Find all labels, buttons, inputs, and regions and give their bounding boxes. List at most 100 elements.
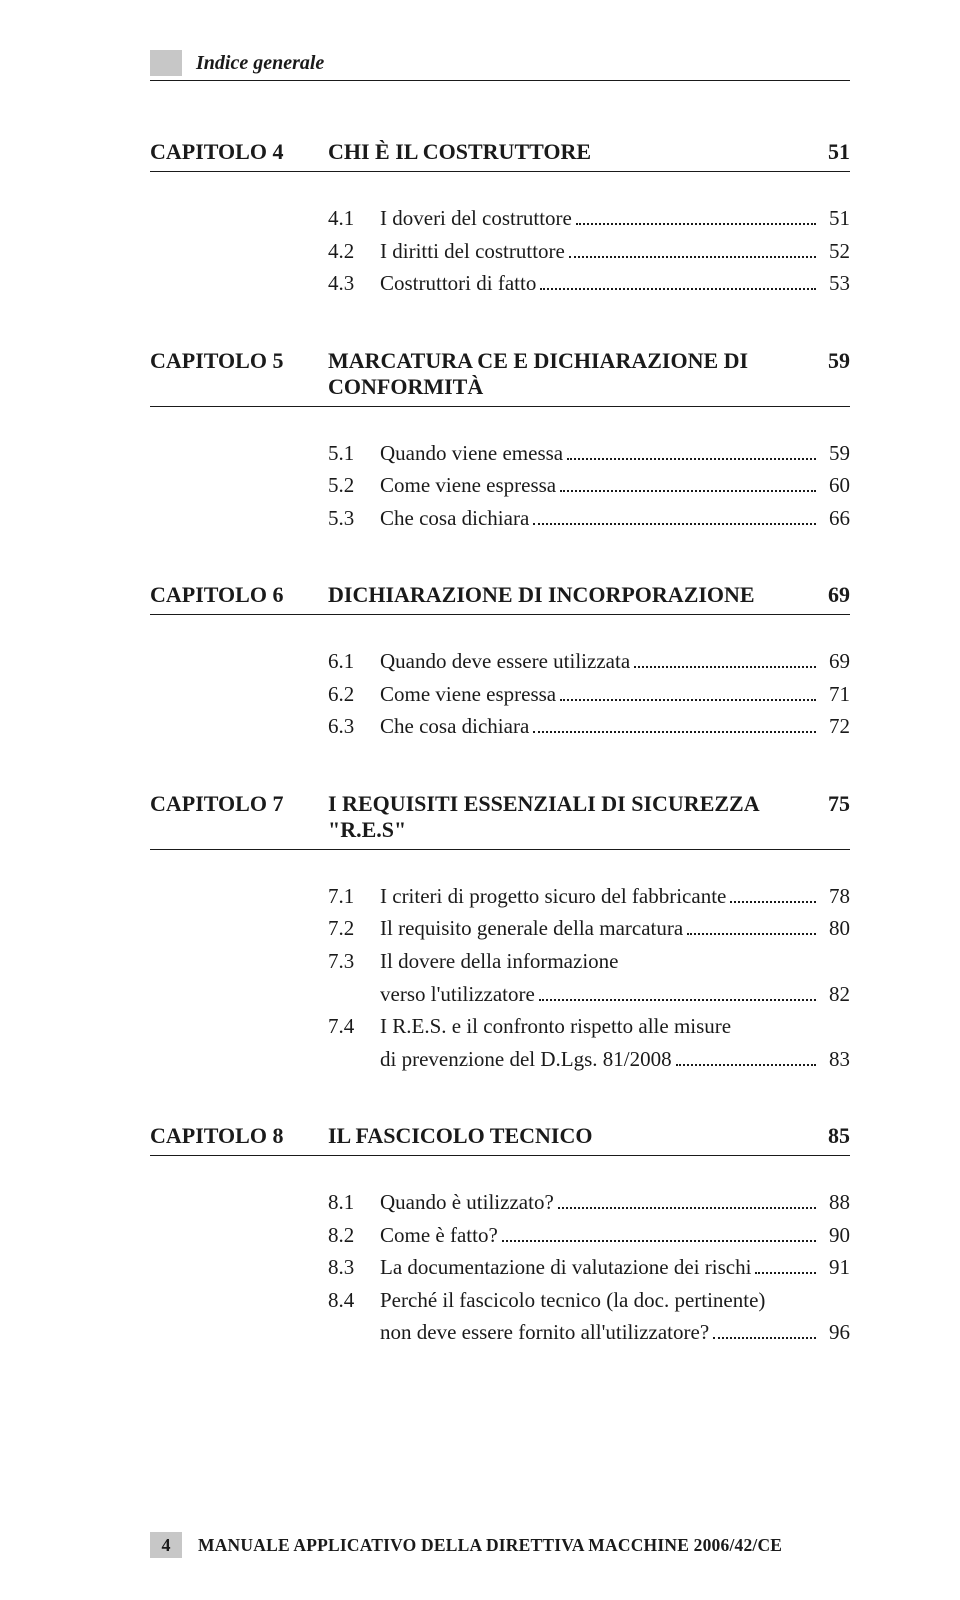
section-page: 90 bbox=[820, 1219, 850, 1252]
section-title: Quando deve essere utilizzata bbox=[380, 645, 630, 678]
section-block: 5.1Quando viene emessa595.2Come viene es… bbox=[150, 437, 850, 535]
page-number: 4 bbox=[162, 1535, 171, 1556]
section-title: Perché il fascicolo tecnico (la doc. per… bbox=[380, 1284, 765, 1317]
section-page: 80 bbox=[820, 912, 850, 945]
leader-dots bbox=[676, 1064, 816, 1066]
chapter-title: CHI È IL COSTRUTTORE bbox=[328, 139, 828, 165]
section-title: Come è fatto? bbox=[380, 1219, 498, 1252]
chapter-label: CAPITOLO 5 bbox=[150, 348, 328, 374]
section-title: Che cosa dichiara bbox=[380, 502, 529, 535]
section-block: 6.1Quando deve essere utilizzata696.2Com… bbox=[150, 645, 850, 743]
section-title: Costruttori di fatto bbox=[380, 267, 536, 300]
chapter-page: 51 bbox=[828, 139, 850, 165]
chapter-title: IL FASCICOLO TECNICO bbox=[328, 1123, 828, 1149]
toc-section-row: 4.1I doveri del costruttore 51 bbox=[150, 202, 850, 235]
leader-dots bbox=[576, 223, 816, 225]
section-title-continuation: di prevenzione del D.Lgs. 81/2008 bbox=[380, 1043, 672, 1076]
leader-dots bbox=[558, 1207, 816, 1209]
section-page: 82 bbox=[820, 978, 850, 1011]
section-page: 53 bbox=[820, 267, 850, 300]
chapter-page: 59 bbox=[828, 348, 850, 374]
toc-section-continuation: di prevenzione del D.Lgs. 81/2008 83 bbox=[150, 1043, 850, 1076]
chapter-page: 69 bbox=[828, 582, 850, 608]
toc-section-row: 7.1I criteri di progetto sicuro del fabb… bbox=[150, 880, 850, 913]
toc-section-continuation: non deve essere fornito all'utilizzatore… bbox=[150, 1316, 850, 1349]
leader-dots bbox=[533, 523, 816, 525]
leader-dots bbox=[755, 1272, 816, 1274]
toc-section-row: 8.2Come è fatto? 90 bbox=[150, 1219, 850, 1252]
chapter-heading: CAPITOLO 6DICHIARAZIONE DI INCORPORAZION… bbox=[150, 582, 850, 615]
page-footer: 4 MANUALE APPLICATIVO DELLA DIRETTIVA MA… bbox=[150, 1532, 850, 1558]
section-page: 96 bbox=[820, 1316, 850, 1349]
section-title: Il requisito generale della marcatura bbox=[380, 912, 683, 945]
section-title: Che cosa dichiara bbox=[380, 710, 529, 743]
section-number: 7.1 bbox=[328, 880, 380, 913]
chapter-heading: CAPITOLO 4CHI È IL COSTRUTTORE51 bbox=[150, 139, 850, 172]
toc-section-row: 8.3La documentazione di valutazione dei … bbox=[150, 1251, 850, 1284]
section-title-continuation: verso l'utilizzatore bbox=[380, 978, 535, 1011]
section-number: 8.3 bbox=[328, 1251, 380, 1284]
chapter-title: MARCATURA CE E DICHIARAZIONE DI CONFORMI… bbox=[328, 348, 828, 400]
toc-section-row: 4.2I diritti del costruttore52 bbox=[150, 235, 850, 268]
toc-section-row: 6.2Come viene espressa 71 bbox=[150, 678, 850, 711]
toc-section-row: 5.1Quando viene emessa59 bbox=[150, 437, 850, 470]
leader-dots bbox=[569, 256, 816, 258]
leader-dots bbox=[560, 490, 816, 492]
chapter-title: DICHIARAZIONE DI INCORPORAZIONE bbox=[328, 582, 828, 608]
footer-title: MANUALE APPLICATIVO DELLA DIRETTIVA MACC… bbox=[198, 1535, 782, 1556]
leader-dots bbox=[567, 458, 816, 460]
toc-section-row: 6.3Che cosa dichiara72 bbox=[150, 710, 850, 743]
section-page: 51 bbox=[820, 202, 850, 235]
section-number: 4.1 bbox=[328, 202, 380, 235]
section-title: I criteri di progetto sicuro del fabbric… bbox=[380, 880, 726, 913]
chapter-heading: CAPITOLO 5MARCATURA CE E DICHIARAZIONE D… bbox=[150, 348, 850, 407]
chapter-label: CAPITOLO 6 bbox=[150, 582, 328, 608]
section-page: 66 bbox=[820, 502, 850, 535]
section-number: 8.1 bbox=[328, 1186, 380, 1219]
toc-section-row: 8.1Quando è utilizzato?88 bbox=[150, 1186, 850, 1219]
chapter-heading: CAPITOLO 7I REQUISITI ESSENZIALI DI SICU… bbox=[150, 791, 850, 850]
leader-dots bbox=[540, 288, 816, 290]
section-number: 8.4 bbox=[328, 1284, 380, 1317]
section-block: 8.1Quando è utilizzato?888.2Come è fatto… bbox=[150, 1186, 850, 1349]
section-number: 7.2 bbox=[328, 912, 380, 945]
toc-section-row: 6.1Quando deve essere utilizzata69 bbox=[150, 645, 850, 678]
toc-section-row: 7.3Il dovere della informazione bbox=[150, 945, 850, 978]
section-title: I diritti del costruttore bbox=[380, 235, 565, 268]
section-number: 7.3 bbox=[328, 945, 380, 978]
section-title: Quando viene emessa bbox=[380, 437, 563, 470]
leader-dots bbox=[533, 731, 816, 733]
leader-dots bbox=[539, 999, 816, 1001]
chapter-title: I REQUISITI ESSENZIALI DI SICUREZZA "R.E… bbox=[328, 791, 828, 843]
section-title: Come viene espressa bbox=[380, 678, 556, 711]
section-number: 5.3 bbox=[328, 502, 380, 535]
section-title: I doveri del costruttore bbox=[380, 202, 572, 235]
section-page: 88 bbox=[820, 1186, 850, 1219]
section-page: 71 bbox=[820, 678, 850, 711]
toc-section-row: 5.3Che cosa dichiara 66 bbox=[150, 502, 850, 535]
leader-dots bbox=[687, 933, 816, 935]
section-number: 4.2 bbox=[328, 235, 380, 268]
page-header: Indice generale bbox=[150, 50, 850, 81]
section-page: 59 bbox=[820, 437, 850, 470]
section-title: Il dovere della informazione bbox=[380, 945, 618, 978]
section-title: La documentazione di valutazione dei ris… bbox=[380, 1251, 751, 1284]
table-of-contents: CAPITOLO 4CHI È IL COSTRUTTORE514.1I dov… bbox=[150, 139, 850, 1349]
section-number: 8.2 bbox=[328, 1219, 380, 1252]
section-block: 7.1I criteri di progetto sicuro del fabb… bbox=[150, 880, 850, 1075]
leader-dots bbox=[502, 1240, 816, 1242]
section-title-continuation: non deve essere fornito all'utilizzatore… bbox=[380, 1316, 709, 1349]
header-marker-box bbox=[150, 50, 182, 76]
page-number-box: 4 bbox=[150, 1532, 182, 1558]
toc-section-row: 5.2Come viene espressa60 bbox=[150, 469, 850, 502]
toc-section-row: 7.2Il requisito generale della marcatura… bbox=[150, 912, 850, 945]
leader-dots bbox=[730, 901, 816, 903]
toc-section-row: 4.3Costruttori di fatto 53 bbox=[150, 267, 850, 300]
chapter-label: CAPITOLO 7 bbox=[150, 791, 328, 817]
section-number: 4.3 bbox=[328, 267, 380, 300]
chapter-label: CAPITOLO 4 bbox=[150, 139, 328, 165]
section-number: 6.3 bbox=[328, 710, 380, 743]
chapter-heading: CAPITOLO 8IL FASCICOLO TECNICO85 bbox=[150, 1123, 850, 1156]
section-number: 6.2 bbox=[328, 678, 380, 711]
section-page: 83 bbox=[820, 1043, 850, 1076]
